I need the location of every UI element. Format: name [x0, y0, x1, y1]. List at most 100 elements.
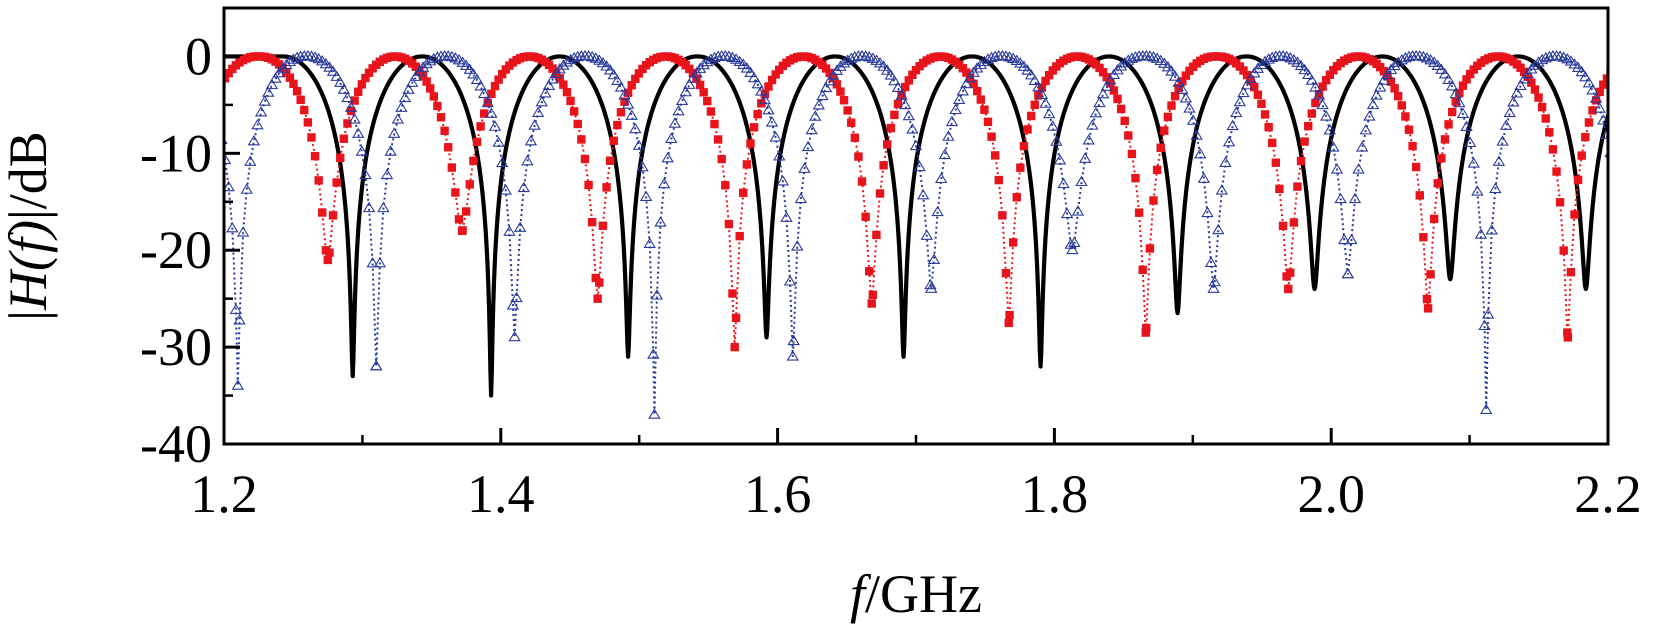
data-point — [350, 96, 359, 105]
data-point — [708, 51, 721, 63]
data-point — [362, 201, 376, 213]
data-point — [600, 60, 613, 71]
data-point — [1194, 147, 1207, 159]
data-point — [1312, 89, 1326, 100]
data-point — [1496, 135, 1509, 146]
data-point — [1093, 96, 1106, 108]
data-point — [1095, 63, 1104, 73]
x-axis-title-rest: /GHz — [865, 564, 982, 624]
data-point — [265, 78, 279, 90]
data-point — [1451, 97, 1460, 106]
data-point — [1442, 73, 1455, 85]
data-point — [1523, 72, 1532, 82]
data-point — [562, 87, 572, 97]
data-point — [391, 113, 405, 124]
data-point — [470, 73, 484, 84]
data-point — [722, 50, 736, 61]
data-point — [1345, 233, 1358, 245]
data-point — [1293, 182, 1302, 191]
data-point — [344, 101, 358, 112]
data-point — [497, 69, 507, 79]
data-point — [1296, 156, 1306, 166]
data-point — [431, 51, 444, 62]
data-point — [336, 153, 345, 163]
data-point — [308, 51, 322, 62]
data-point — [1046, 120, 1059, 131]
data-point — [886, 123, 896, 133]
data-point — [1602, 74, 1608, 83]
data-point — [1071, 205, 1085, 216]
data-point — [355, 145, 369, 156]
data-point — [1388, 59, 1401, 71]
data-point — [607, 68, 620, 80]
data-point — [290, 51, 304, 62]
data-point — [865, 267, 874, 276]
series-0 — [224, 54, 1608, 398]
data-point — [809, 110, 822, 121]
data-point — [1623, 251, 1633, 260]
y-axis-title-post: |/dB — [0, 131, 58, 220]
x-axis-title: f/GHz — [850, 564, 982, 624]
data-point — [1098, 68, 1108, 77]
data-point — [539, 87, 552, 98]
data-point — [654, 216, 667, 227]
data-point — [1541, 114, 1550, 123]
data-point — [1499, 119, 1513, 130]
data-point — [1462, 75, 1471, 84]
data-point — [1204, 256, 1218, 267]
data-point — [972, 86, 982, 96]
data-point — [711, 50, 725, 61]
x-tick-label: 1.6 — [744, 464, 812, 524]
data-point — [1534, 93, 1543, 102]
data-point — [553, 63, 566, 74]
data-point — [528, 119, 541, 130]
data-point — [1004, 318, 1013, 328]
data-point — [1129, 51, 1142, 62]
data-point — [1250, 82, 1259, 92]
data-point — [503, 225, 516, 236]
data-point — [1463, 136, 1477, 148]
data-point — [839, 96, 849, 105]
data-point — [1402, 50, 1416, 62]
data-point — [1624, 54, 1632, 62]
data-point — [1300, 137, 1309, 146]
data-point — [1447, 107, 1457, 117]
data-point — [1481, 308, 1495, 319]
data-point — [1113, 94, 1122, 104]
data-point — [1492, 155, 1506, 166]
data-point — [985, 51, 998, 63]
data-point — [1352, 163, 1365, 174]
data-point — [1102, 73, 1111, 82]
data-point — [1311, 98, 1320, 108]
data-point — [485, 107, 498, 118]
data-point — [451, 188, 460, 197]
data-point — [762, 103, 775, 115]
data-point — [1286, 268, 1295, 277]
data-point — [618, 89, 631, 100]
data-point — [620, 97, 629, 106]
data-point — [361, 73, 370, 83]
data-point — [742, 160, 752, 169]
data-point — [240, 183, 253, 194]
data-point — [1610, 65, 1618, 73]
data-point — [1543, 50, 1556, 62]
data-point — [1104, 74, 1117, 85]
data-point — [1323, 124, 1337, 135]
data-point — [1359, 124, 1372, 135]
data-point — [661, 151, 674, 163]
data-point — [974, 58, 987, 69]
data-point — [931, 205, 944, 217]
data-point — [902, 109, 915, 121]
data-point — [1109, 86, 1119, 95]
data-point — [1553, 50, 1567, 61]
data-point — [1179, 92, 1193, 103]
data-point — [1190, 129, 1203, 140]
y-axis-title: |H(f)|/dB — [0, 131, 58, 321]
data-point — [1222, 135, 1236, 147]
y-axis-title-pre: | — [0, 310, 58, 321]
data-point — [1021, 64, 1034, 75]
data-point — [1386, 77, 1396, 86]
data-point — [548, 64, 557, 73]
data-point — [1586, 84, 1599, 95]
data-point — [492, 136, 505, 147]
